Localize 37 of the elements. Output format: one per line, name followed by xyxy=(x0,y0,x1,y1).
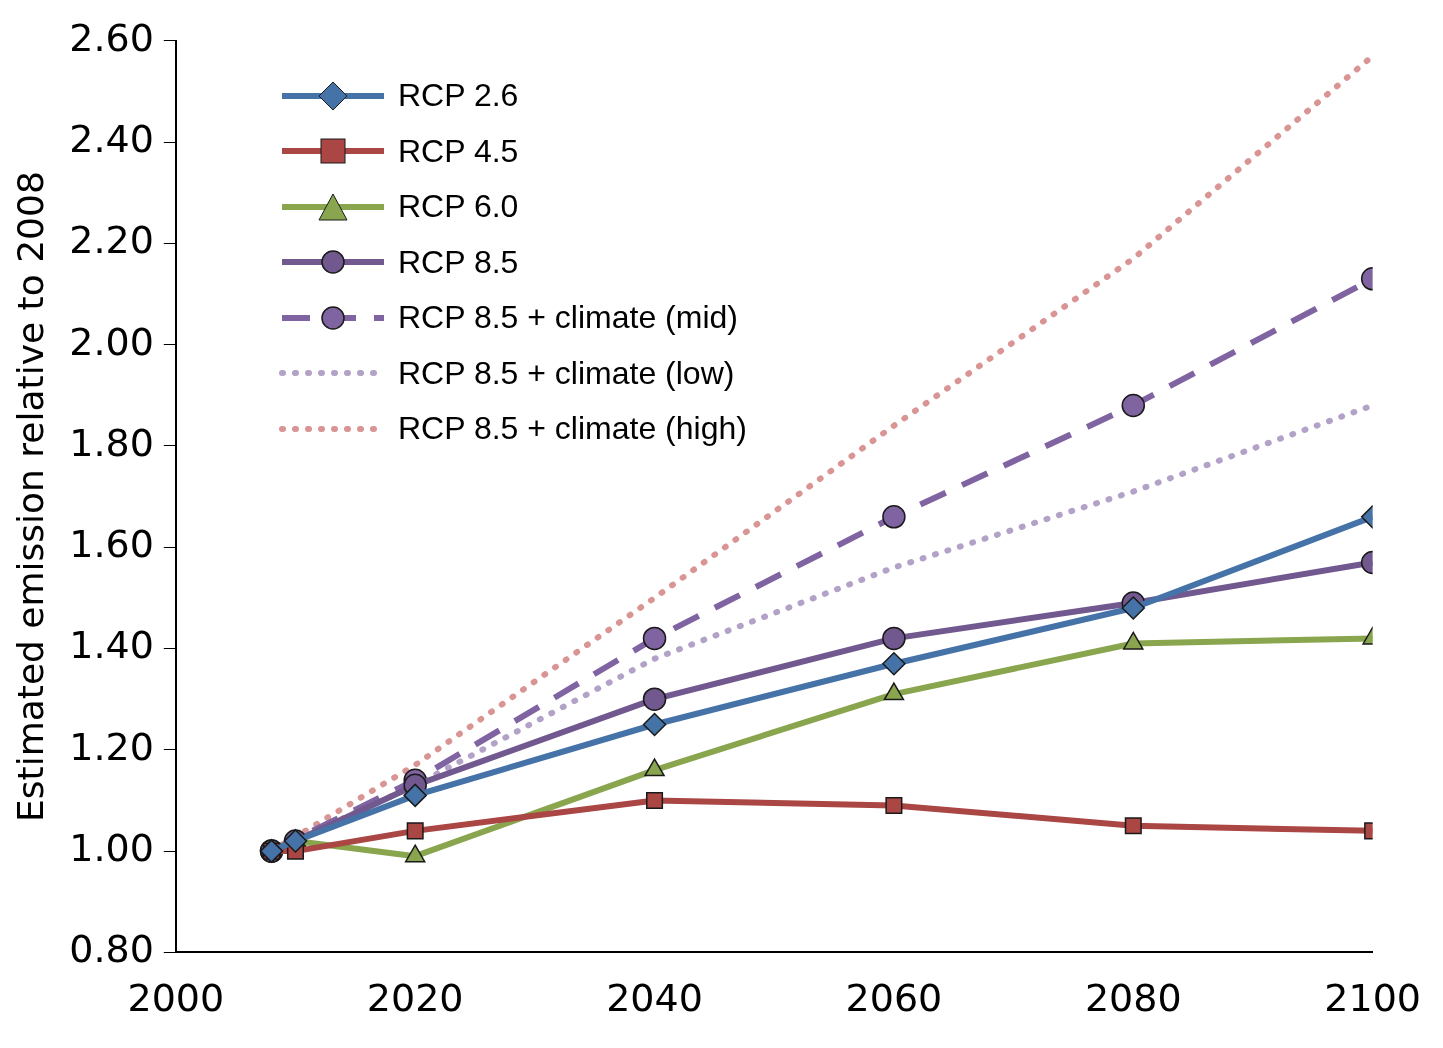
x-tick-label: 2000 xyxy=(127,976,225,1021)
y-tick-label: 1.40 xyxy=(69,623,154,668)
point xyxy=(403,783,427,808)
point xyxy=(642,626,667,651)
point xyxy=(882,505,906,529)
legend-label: RCP 4.5 xyxy=(398,132,519,170)
legend-label: RCP 8.5 xyxy=(398,243,519,281)
y-axis-title: Estimated emission relative to 2008 xyxy=(9,171,51,822)
y-tick-label: 1.60 xyxy=(69,522,154,567)
legend-label: RCP 6.0 xyxy=(398,188,519,226)
y-tick-label: 1.80 xyxy=(69,420,154,465)
y-tick-label: 2.00 xyxy=(69,319,154,364)
x-tick-label: 2100 xyxy=(1324,976,1422,1021)
point xyxy=(1121,393,1146,418)
x-tick-label: 2040 xyxy=(606,976,703,1021)
x-tick-label: 2060 xyxy=(845,976,943,1021)
x-tick-label: 2080 xyxy=(1084,976,1182,1021)
point xyxy=(1124,817,1142,835)
y-tick-label: 0.80 xyxy=(69,927,154,972)
point xyxy=(406,822,424,840)
y-tick-label: 1.00 xyxy=(69,825,154,870)
point xyxy=(885,797,903,815)
y-tick-label: 2.40 xyxy=(69,116,154,161)
legend-label: RCP 8.5 + climate (high) xyxy=(398,410,747,448)
point xyxy=(1121,596,1146,620)
point xyxy=(646,791,664,809)
x-tick-label: 2020 xyxy=(366,976,464,1021)
legend-label: RCP 8.5 + climate (mid) xyxy=(398,299,738,337)
legend-label: RCP 2.6 xyxy=(398,77,519,115)
y-tick-label: 2.20 xyxy=(69,218,154,263)
point xyxy=(642,687,667,711)
point xyxy=(642,712,667,737)
y-tick-label: 2.60 xyxy=(69,15,154,60)
y-tick-label: 1.20 xyxy=(69,724,154,769)
point xyxy=(882,651,906,676)
legend-label: RCP 8.5 + climate (low) xyxy=(398,354,735,392)
point xyxy=(882,626,906,651)
